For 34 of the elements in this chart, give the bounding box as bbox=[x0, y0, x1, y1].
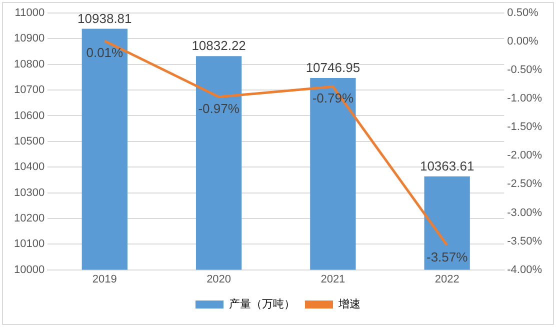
x-tick-label: 2021 bbox=[320, 273, 346, 286]
x-tick-label: 2020 bbox=[206, 273, 232, 286]
y2-tick-label: 0.50% bbox=[507, 7, 539, 20]
x-tick-label: 2022 bbox=[434, 273, 460, 286]
y-tick-label: 10800 bbox=[14, 58, 45, 70]
y-tick-label: 10700 bbox=[14, 84, 45, 96]
y2-tick-label: -1.00% bbox=[507, 92, 542, 105]
data-label: -3.57% bbox=[426, 249, 468, 264]
y-tick-label: 10100 bbox=[14, 238, 45, 250]
data-label: 10832.22 bbox=[192, 38, 246, 54]
y-tick-label: 10300 bbox=[14, 186, 45, 199]
y-tick-label: 11000 bbox=[14, 7, 45, 20]
legend-label: 增速 bbox=[338, 298, 360, 311]
y2-tick-label: -3.00% bbox=[507, 206, 542, 219]
y2-tick-label: -2.50% bbox=[507, 178, 542, 190]
legend-label: 产量（万吨） bbox=[229, 298, 295, 311]
y2-tick-label: -0.50% bbox=[507, 64, 542, 76]
y2-tick-label: -1.50% bbox=[507, 121, 542, 134]
y2-tick-label: -2.00% bbox=[507, 150, 542, 162]
data-label: 10938.81 bbox=[78, 10, 132, 26]
y-tick-label: 10000 bbox=[14, 264, 45, 276]
y-tick-label: 10400 bbox=[14, 161, 45, 174]
data-label: 0.01% bbox=[86, 45, 124, 60]
y-tick-label: 10200 bbox=[14, 212, 45, 224]
data-label: 10363.61 bbox=[420, 158, 474, 174]
y-tick-label: 10900 bbox=[14, 32, 45, 45]
y-tick-label: 10500 bbox=[14, 135, 45, 148]
y2-tick-label: -3.50% bbox=[507, 235, 542, 248]
data-label: 10746.95 bbox=[306, 60, 360, 76]
y2-tick-label: 0.00% bbox=[507, 36, 539, 48]
y2-tick-label: -4.00% bbox=[507, 264, 542, 276]
data-label: -0.97% bbox=[198, 100, 240, 116]
x-tick-label: 2019 bbox=[92, 273, 117, 286]
y-tick-label: 10600 bbox=[14, 110, 45, 122]
